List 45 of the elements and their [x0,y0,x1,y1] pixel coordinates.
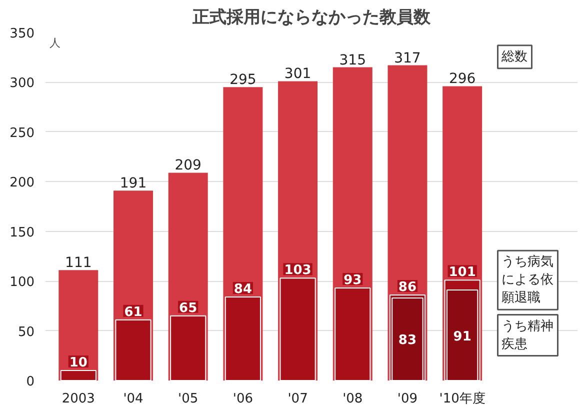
y-axis-title: 人 [50,36,60,50]
y-tick-label: 350 [10,26,35,42]
x-tick-label: '08 [342,392,363,406]
data-label: 209 [174,158,202,174]
y-tick-label: 250 [10,126,35,141]
data-label: 315 [339,52,366,68]
data-label: 65 [179,300,198,316]
y-tick-label: 100 [10,275,35,290]
x-tick-label: '04 [123,392,144,406]
x-tick-label: '10年度 [439,390,486,406]
data-label: 61 [124,304,142,320]
y-tick-label: 0 [26,374,35,390]
legend-label: うち病気による依願退職 [502,254,554,306]
data-label: 91 [453,329,472,344]
x-tick-label: '06 [232,392,254,406]
data-label: 103 [284,263,312,278]
x-tick-label: 2003 [62,392,95,406]
y-tick-label: 150 [10,225,35,240]
data-label: 10 [69,356,88,371]
data-label: 295 [230,72,256,88]
bar [60,370,96,380]
text: 総数 [500,49,528,64]
y-tick-label: 50 [18,324,35,340]
data-label: 84 [234,282,252,297]
data-label: 93 [344,273,362,288]
data-label: 301 [284,66,312,82]
y-tick-label: 300 [10,76,35,92]
bar [334,288,371,380]
data-label: 191 [120,176,147,192]
data-label: 296 [448,71,476,88]
data-label: 86 [398,280,417,295]
bar [224,296,261,380]
bar [115,319,152,380]
chart-title: 正式採用にならなかった教員数 [192,8,432,28]
y-tick-label: 200 [10,176,35,191]
data-label: 111 [65,255,92,272]
data-label: 317 [394,50,421,66]
series-label: うち精神疾患 [502,318,554,352]
bar [280,278,316,380]
bar [170,315,206,380]
x-tick-label: '05 [178,392,198,406]
x-tick-label: '09 [397,392,418,406]
data-label: 83 [398,333,417,348]
data-label: 101 [448,265,476,280]
x-tick-label: '07 [288,392,308,406]
